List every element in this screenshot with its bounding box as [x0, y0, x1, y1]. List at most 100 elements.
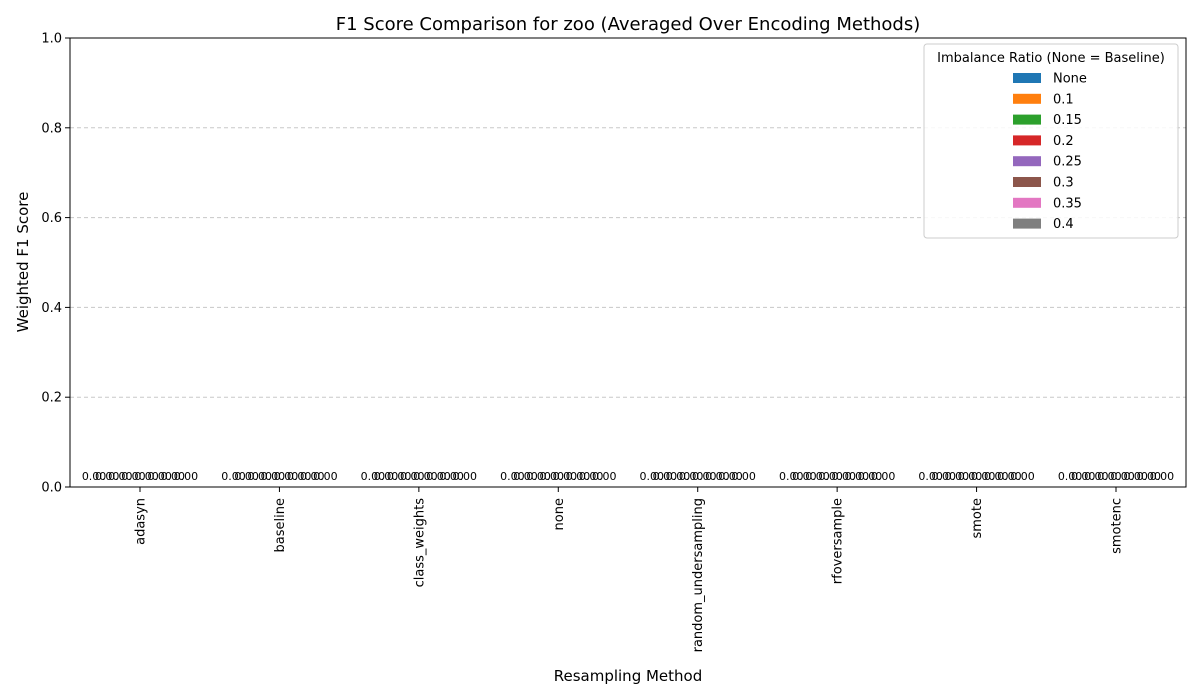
data-label-2-5: 0.00	[805, 470, 830, 483]
x-tick-label-1: baseline	[273, 498, 288, 552]
y-tick-label-0: 0.0	[41, 481, 62, 496]
data-label-2-3: 0.00	[526, 470, 551, 483]
y-tick-label-5: 1.0	[41, 32, 62, 47]
data-label-0-5: 0.00	[779, 470, 804, 483]
data-label-1-7: 0.00	[1071, 470, 1096, 483]
data-label-7-5: 0.00	[871, 470, 896, 483]
legend-swatch-3	[1013, 135, 1041, 146]
data-label-0-7: 0.00	[1058, 470, 1083, 483]
data-label-7-7: 0.00	[1150, 470, 1175, 483]
x-tick-label-0: adasyn	[134, 498, 149, 545]
data-label-2-6: 0.00	[945, 470, 970, 483]
data-label-2-4: 0.00	[666, 470, 691, 483]
data-label-2-7: 0.00	[1084, 470, 1109, 483]
x-tick-label-5: rfoversample	[831, 498, 846, 584]
data-label-6-3: 0.00	[579, 470, 604, 483]
legend-swatch-7	[1013, 218, 1041, 229]
data-label-6-2: 0.00	[439, 470, 464, 483]
data-label-2-0: 0.00	[108, 470, 133, 483]
data-label-6-7: 0.00	[1137, 470, 1162, 483]
y-axis: 0.0 0.2 0.4 0.6 0.8 1.0	[41, 32, 70, 496]
data-label-1-4: 0.00	[653, 470, 678, 483]
data-label-4-4: 0.00	[692, 470, 717, 483]
data-label-7-1: 0.00	[313, 470, 338, 483]
data-label-5-6: 0.00	[984, 470, 1009, 483]
data-label-1-3: 0.00	[513, 470, 538, 483]
data-label-3-6: 0.00	[958, 470, 983, 483]
data-label-5-0: 0.00	[147, 470, 172, 483]
legend-label-2: 0.15	[1053, 113, 1082, 128]
data-label-6-4: 0.00	[718, 470, 743, 483]
x-tick-label-6: smote	[970, 498, 985, 539]
data-label-5-7: 0.00	[1123, 470, 1148, 483]
data-label-4-6: 0.00	[971, 470, 996, 483]
legend-title: Imbalance Ratio (None = Baseline)	[937, 51, 1165, 66]
data-label-2-1: 0.00	[247, 470, 272, 483]
data-label-1-0: 0.00	[95, 470, 120, 483]
data-label-7-2: 0.00	[453, 470, 478, 483]
legend-label-5: 0.3	[1053, 176, 1074, 191]
y-axis-label: Weighted F1 Score	[14, 192, 32, 333]
data-label-4-5: 0.00	[831, 470, 856, 483]
data-label-6-6: 0.00	[997, 470, 1022, 483]
x-tick-label-2: class_weights	[412, 498, 427, 588]
data-label-5-3: 0.00	[566, 470, 591, 483]
legend-swatch-5	[1013, 177, 1041, 187]
data-label-5-4: 0.00	[705, 470, 730, 483]
legend-swatch-2	[1013, 114, 1041, 125]
data-label-0-3: 0.00	[500, 470, 525, 483]
data-label-3-7: 0.00	[1097, 470, 1122, 483]
data-label-0-4: 0.00	[640, 470, 665, 483]
x-axis-label: Resampling Method	[554, 667, 703, 685]
x-axis: adasyn baseline class_weights none random_un…	[134, 487, 1125, 652]
x-tick-label-4: random_undersampling	[691, 498, 706, 652]
chart-title: F1 Score Comparison for zoo (Averaged Ov…	[336, 14, 921, 35]
legend-label-3: 0.2	[1053, 134, 1074, 149]
data-label-1-2: 0.00	[374, 470, 399, 483]
legend-label-0: None	[1053, 72, 1087, 87]
legend-box	[923, 43, 1179, 239]
data-label-1-1: 0.00	[234, 470, 259, 483]
data-label-3-1: 0.00	[261, 470, 286, 483]
legend-label-7: 0.4	[1053, 217, 1074, 232]
data-label-4-1: 0.00	[274, 470, 299, 483]
legend-swatch-4	[1013, 156, 1041, 167]
x-tick-label-3: none	[552, 498, 567, 530]
legend-label-6: 0.35	[1053, 196, 1082, 211]
legend-label-4: 0.25	[1053, 155, 1082, 170]
legend-swatch-6	[1013, 197, 1041, 208]
x-tick-label-7: smotenc	[1110, 498, 1125, 554]
data-label-7-4: 0.00	[731, 470, 756, 483]
data-label-0-1: 0.00	[221, 470, 246, 483]
data-label-7-0: 0.00	[174, 470, 199, 483]
data-label-3-2: 0.00	[400, 470, 425, 483]
data-label-4-3: 0.00	[553, 470, 578, 483]
legend-label-1: 0.1	[1053, 92, 1074, 107]
data-label-2-2: 0.00	[387, 470, 412, 483]
data-label-6-1: 0.00	[300, 470, 325, 483]
data-label-4-2: 0.00	[413, 470, 438, 483]
data-label-5-2: 0.00	[426, 470, 451, 483]
data-label-3-5: 0.00	[818, 470, 843, 483]
data-label-6-5: 0.00	[858, 470, 883, 483]
data-labels: 0.00 0.00 0.00 0.00 0.00 0.00 0.00 0.000.00 0.00…	[82, 470, 1174, 483]
data-label-5-1: 0.00	[287, 470, 312, 483]
plot-frame	[69, 37, 1187, 488]
y-tick-label-1: 0.2	[41, 391, 62, 406]
data-label-3-0: 0.00	[121, 470, 146, 483]
data-label-4-0: 0.00	[134, 470, 159, 483]
legend: Imbalance Ratio (None = Baseline) None 0.…	[923, 43, 1179, 239]
data-label-7-3: 0.00	[592, 470, 617, 483]
data-label-1-6: 0.00	[932, 470, 957, 483]
y-tick-label-4: 0.8	[41, 121, 62, 136]
data-label-6-0: 0.00	[161, 470, 186, 483]
data-label-3-3: 0.00	[539, 470, 564, 483]
data-label-4-7: 0.00	[1110, 470, 1135, 483]
y-gridlines	[70, 127, 1186, 398]
data-label-1-5: 0.00	[792, 470, 817, 483]
data-label-3-4: 0.00	[679, 470, 704, 483]
data-label-0-0: 0.00	[82, 470, 107, 483]
data-label-7-6: 0.00	[1010, 470, 1035, 483]
data-label-0-6: 0.00	[918, 470, 943, 483]
legend-swatch-0	[1013, 73, 1041, 83]
